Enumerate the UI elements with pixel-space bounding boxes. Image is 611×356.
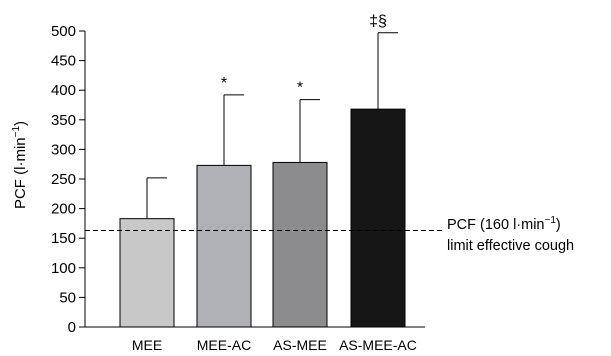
error-bars	[146, 32, 398, 219]
y-tick-label: 50	[59, 289, 76, 306]
y-tick-label: 100	[51, 260, 76, 277]
y-tick-label: 200	[51, 201, 76, 218]
y-axis-title: PCF (l·min−1)	[11, 121, 29, 209]
significance-marker: ‡§	[369, 13, 387, 30]
bar	[196, 164, 252, 328]
y-axis-ticks: 0 50 100 150 200 250 300 350 400 450 500	[51, 23, 85, 336]
x-axis-labels: MEE MEE-AC AS-MEE AS-MEE-AC	[132, 337, 417, 353]
reference-label-line1-sup: −1	[545, 215, 557, 226]
y-tick-label: 150	[51, 230, 76, 247]
y-axis-title-sup: −1	[11, 126, 22, 138]
y-tick-label: 450	[51, 53, 76, 70]
reference-label-line1-close: )	[556, 217, 561, 233]
reference-label-line1-main: PCF (160 l·min	[447, 217, 545, 233]
y-tick-label: 0	[68, 319, 76, 336]
bar	[350, 108, 406, 328]
x-category-label: AS-MEE-AC	[339, 337, 417, 353]
bar	[272, 161, 328, 328]
reference-label-line2: limit effective cough	[447, 238, 574, 254]
significance-marker: *	[221, 75, 227, 92]
x-category-label: MEE-AC	[197, 337, 251, 353]
y-tick-label: 300	[51, 141, 76, 158]
x-category-label: AS-MEE	[273, 337, 327, 353]
y-tick-label: 500	[51, 23, 76, 40]
significance-markers: * * ‡§	[221, 13, 387, 97]
axes	[84, 31, 425, 328]
bars	[119, 108, 406, 328]
y-tick-label: 250	[51, 171, 76, 188]
y-tick-label: 350	[51, 112, 76, 129]
y-axis-title-main: PCF (l·min	[12, 137, 29, 209]
x-category-label: MEE	[132, 337, 162, 353]
y-axis-title-close: )	[12, 121, 29, 126]
bar	[119, 218, 175, 328]
significance-marker: *	[297, 80, 303, 97]
reference-label-line1: PCF (160 l·min−1)	[447, 215, 561, 233]
y-tick-label: 400	[51, 82, 76, 99]
